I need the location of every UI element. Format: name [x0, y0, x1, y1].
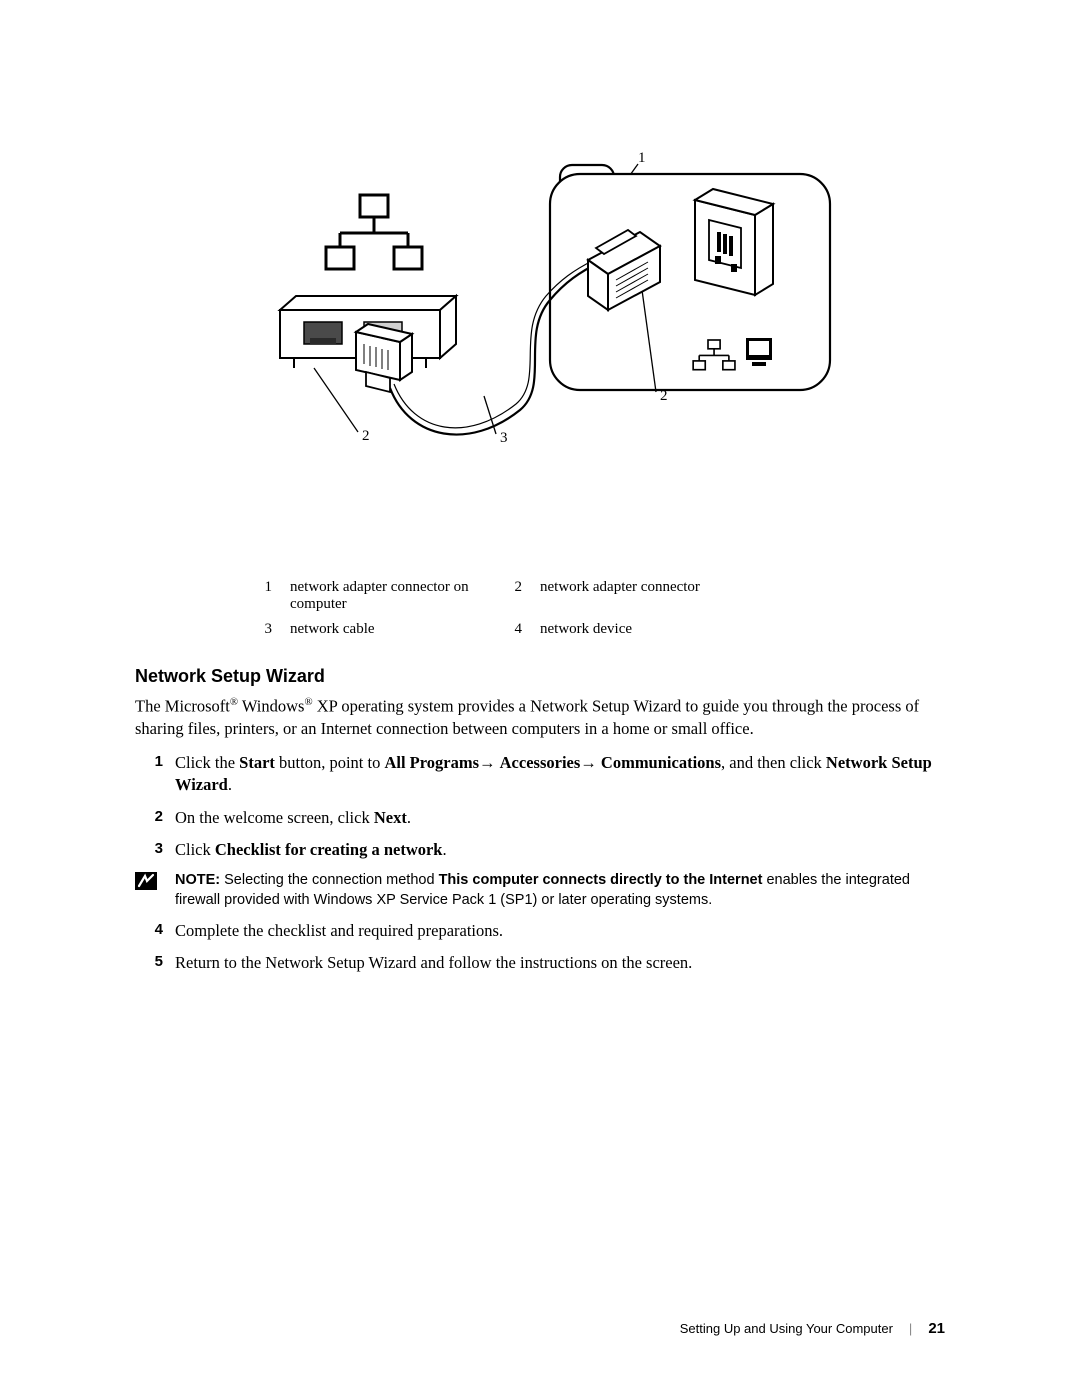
step-item: 3Click Checklist for creating a network.	[169, 839, 945, 861]
step-item: 4Complete the checklist and required pre…	[169, 920, 945, 942]
step-item: 1Click the Start button, point to All Pr…	[169, 752, 945, 797]
callout-2a: 2	[660, 388, 668, 404]
intro-seg-1: Windows	[238, 697, 304, 716]
step-text: Complete the checklist and required prep…	[175, 921, 503, 940]
step-text: Click	[175, 840, 215, 859]
intro-paragraph: The Microsoft® Windows® XP operating sys…	[135, 695, 945, 740]
note-label: NOTE:	[175, 872, 220, 888]
step-bold-text: Communications	[601, 753, 721, 772]
step-bold-text: Checklist for creating a network	[215, 840, 443, 859]
diagram-legend: 1 network adapter connector on computer …	[260, 579, 945, 638]
step-item: 5Return to the Network Setup Wizard and …	[169, 952, 945, 974]
connector-left	[356, 324, 412, 392]
step-bold-text: Start	[239, 753, 275, 772]
step-bold-text: Next	[374, 808, 407, 827]
wall-port	[695, 189, 773, 295]
step-text: Return to the Network Setup Wizard and f…	[175, 953, 692, 972]
step-text: On the welcome screen, click	[175, 808, 374, 827]
footer-divider: |	[909, 1321, 912, 1336]
intro-seg-0: The Microsoft	[135, 697, 230, 716]
note-text-seg: Selecting the connection method	[220, 872, 438, 888]
callout-2b: 2	[362, 428, 370, 444]
step-number: 5	[141, 952, 163, 972]
step-item: 2On the welcome screen, click Next.	[169, 807, 945, 829]
note-icon	[135, 872, 157, 890]
footer-text: Setting Up and Using Your Computer	[680, 1321, 893, 1336]
step-text: Click the	[175, 753, 239, 772]
step-number: 3	[141, 839, 163, 859]
page-footer: Setting Up and Using Your Computer | 21	[680, 1320, 945, 1337]
callout-1: 1	[638, 150, 646, 166]
steps-list-after: 4 Complete the checklist and required pre…	[135, 920, 945, 975]
section-heading: Network Setup Wizard	[135, 666, 945, 687]
step-text: .	[442, 840, 446, 859]
diagram-svg: 1	[210, 140, 850, 550]
step-bold-text: All Programs	[384, 753, 479, 772]
step-text: , and then click	[721, 753, 826, 772]
network-diagram: 1	[210, 140, 945, 555]
note-bold-text: This computer connects directly to the I…	[439, 872, 763, 888]
note-text: NOTE: Selecting the connection method Th…	[175, 871, 945, 910]
legend-num-1: 1	[260, 579, 280, 613]
step-text: →	[580, 753, 601, 772]
network-tree-icon	[326, 195, 422, 269]
legend-text-4: network device	[540, 621, 750, 638]
step-text: →	[479, 753, 500, 772]
legend-num-4: 4	[510, 621, 530, 638]
step-number: 1	[141, 752, 163, 772]
footer-page-number: 21	[928, 1320, 945, 1337]
steps-list: 1 Click the Start button, point to All Pr…	[135, 752, 945, 861]
page-content: 1	[0, 0, 1080, 1397]
legend-num-2: 2	[510, 579, 530, 613]
legend-num-3: 3	[260, 621, 280, 638]
step-number: 4	[141, 920, 163, 940]
step-number: 2	[141, 807, 163, 827]
step-text: .	[228, 775, 232, 794]
step-text: button, point to	[275, 753, 385, 772]
legend-text-3: network cable	[290, 621, 500, 638]
legend-text-2: network adapter connector	[540, 579, 750, 613]
legend-text-1: network adapter connector on computer	[290, 579, 500, 613]
step-text: .	[407, 808, 411, 827]
note-block: NOTE: Selecting the connection method Th…	[169, 871, 945, 910]
reg-2: ®	[304, 696, 312, 708]
step-bold-text: Accessories	[500, 753, 581, 772]
callout-3: 3	[500, 430, 508, 446]
reg-1: ®	[230, 696, 238, 708]
